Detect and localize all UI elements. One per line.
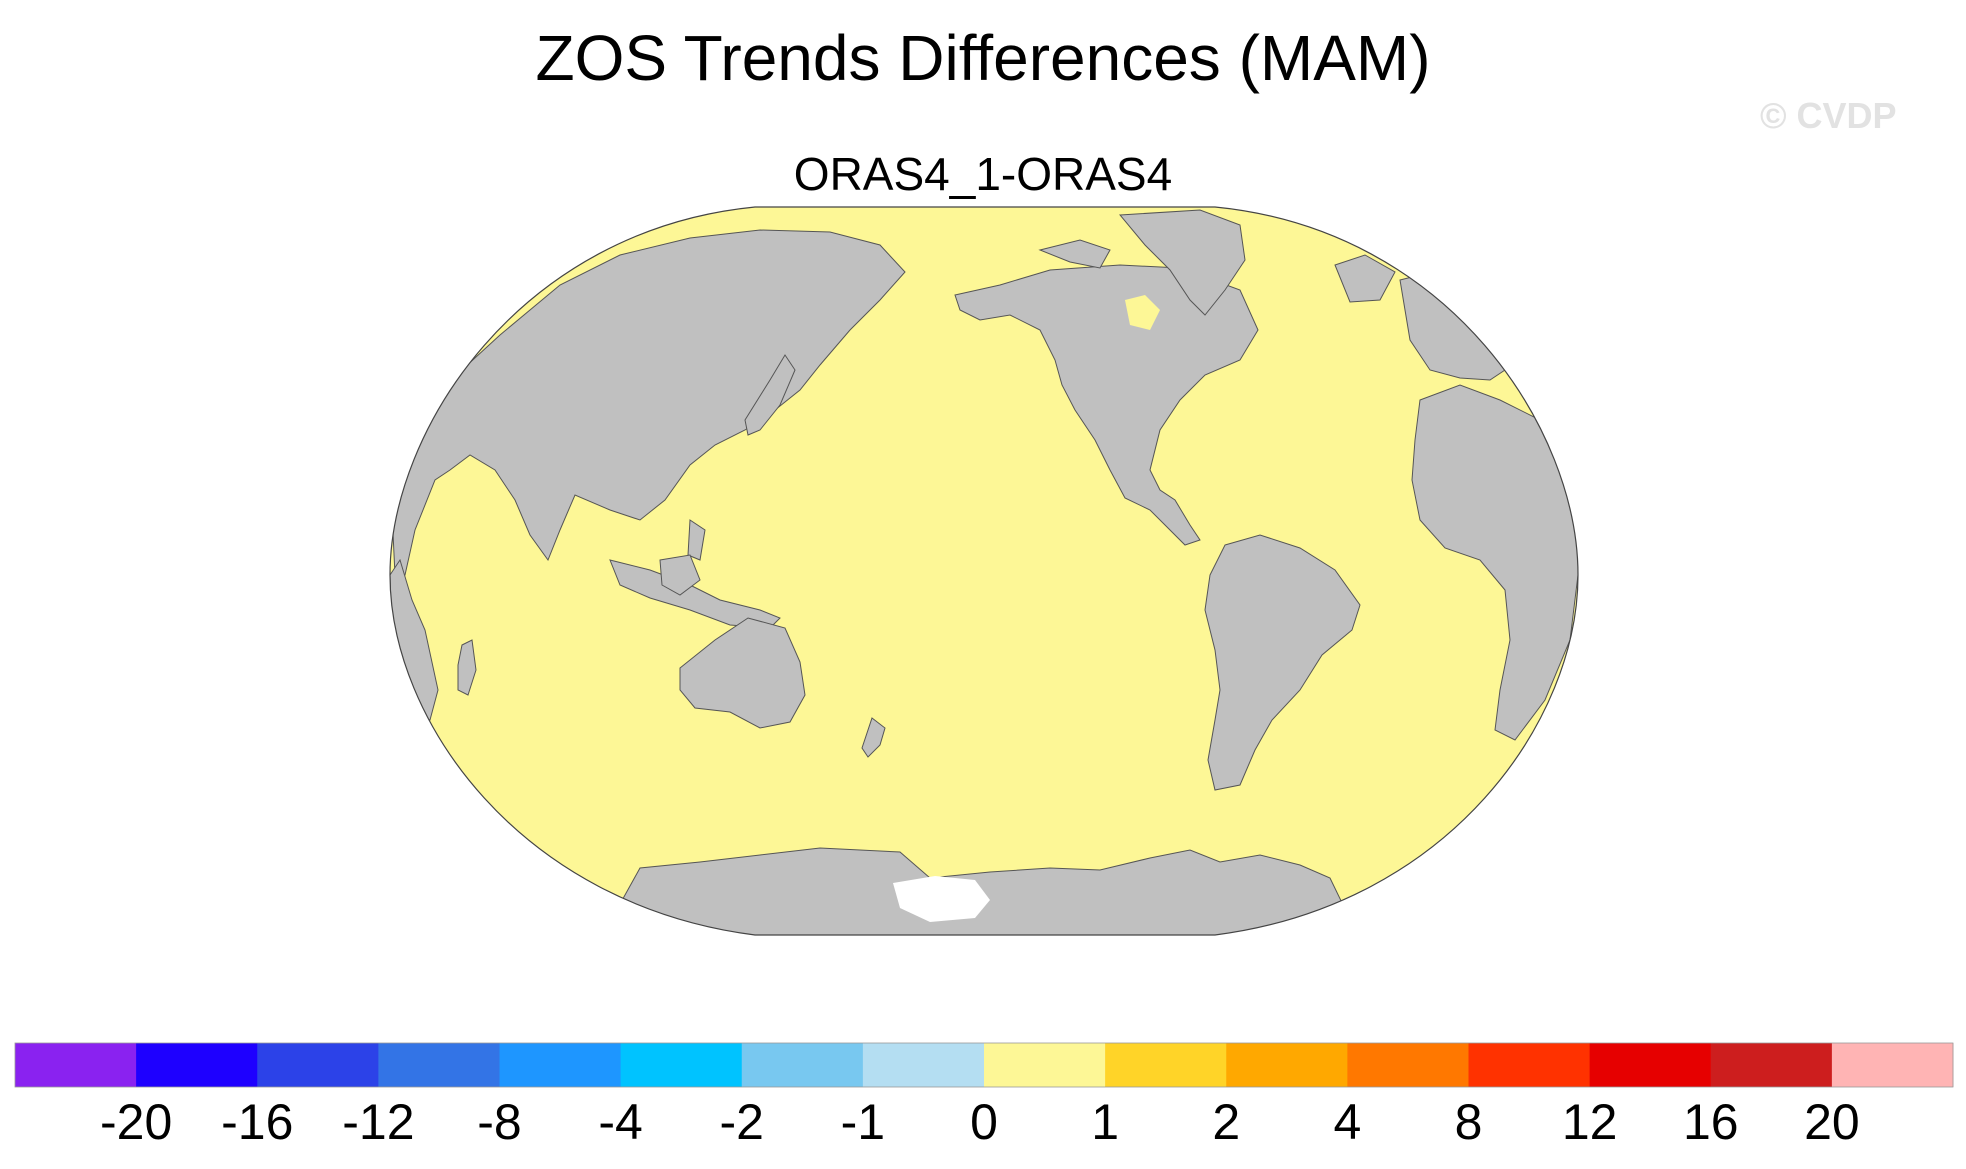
colorbar-tick-label: 2	[1212, 1094, 1240, 1150]
land-arctic-islands	[1038, 239, 1111, 269]
missing-ross-sea	[893, 876, 990, 922]
colorbar-tick-label: -1	[841, 1094, 885, 1150]
colorbar-tick-label: -8	[477, 1094, 521, 1150]
chart-title: ZOS Trends Differences (MAM)	[535, 22, 1431, 94]
colorbar-tick-label: 20	[1804, 1094, 1860, 1150]
colorbar-tick-label: 1	[1091, 1094, 1119, 1150]
colorbar-swatch	[1831, 1043, 1954, 1087]
colorbar-swatch	[862, 1043, 985, 1087]
cvdp-watermark: © CVDP	[1760, 95, 1897, 136]
colorbar-tick-label: -12	[342, 1094, 414, 1150]
colorbar-swatch	[378, 1043, 500, 1087]
colorbar-tick-label: 16	[1683, 1094, 1739, 1150]
colorbar-tick-label: 0	[970, 1094, 998, 1150]
missing-hudson-bay	[1125, 295, 1160, 330]
colorbar-swatch	[1105, 1043, 1227, 1087]
land-new-zealand	[861, 717, 886, 758]
land-madagascar	[457, 639, 477, 696]
land-masses	[390, 209, 1578, 935]
colorbar-swatch	[15, 1043, 137, 1087]
colorbar-swatch	[1226, 1043, 1348, 1087]
colorbar-tick-label: 8	[1455, 1094, 1483, 1150]
land-south-america	[1204, 534, 1361, 791]
land-philippines	[687, 519, 706, 561]
colorbar-swatch	[741, 1043, 864, 1087]
colorbar-swatch	[1710, 1043, 1833, 1087]
colorbar-tick-label: -16	[221, 1094, 293, 1150]
land-greenland	[1118, 209, 1246, 316]
colorbar-swatch	[1589, 1043, 1712, 1087]
map-boundary	[389, 206, 1579, 936]
land-scandinavia	[1334, 254, 1396, 303]
colorbar-tick-label: -20	[100, 1094, 172, 1150]
colorbar-tick-label: -2	[720, 1094, 764, 1150]
colorbar-swatch	[620, 1043, 743, 1087]
colorbar-swatch	[1468, 1043, 1591, 1087]
colorbar-swatches	[14, 1042, 1954, 1088]
colorbar-swatch	[136, 1043, 258, 1087]
panel-subtitle: ORAS4_1-ORAS4	[793, 148, 1173, 200]
colorbar-tick-label: -4	[598, 1094, 642, 1150]
land-eurasia-west	[390, 229, 906, 576]
land-north-america	[954, 264, 1259, 546]
colorbar-swatch	[984, 1043, 1106, 1087]
colorbar-swatch	[257, 1043, 379, 1087]
land-australia	[679, 617, 806, 729]
colorbar-tick-label: 4	[1333, 1094, 1361, 1150]
colorbar-frame	[14, 1042, 1954, 1088]
colorbar-swatch	[499, 1043, 622, 1087]
colorbar-labels: -20 -16 -12 -8 -4 -2 -1 0 1 2 4 8 12 16 20	[100, 1094, 1860, 1150]
land-borneo	[659, 554, 701, 596]
land-japan	[744, 354, 796, 436]
colorbar-tick-label: 12	[1562, 1094, 1618, 1150]
colorbar-swatch	[1347, 1043, 1469, 1087]
